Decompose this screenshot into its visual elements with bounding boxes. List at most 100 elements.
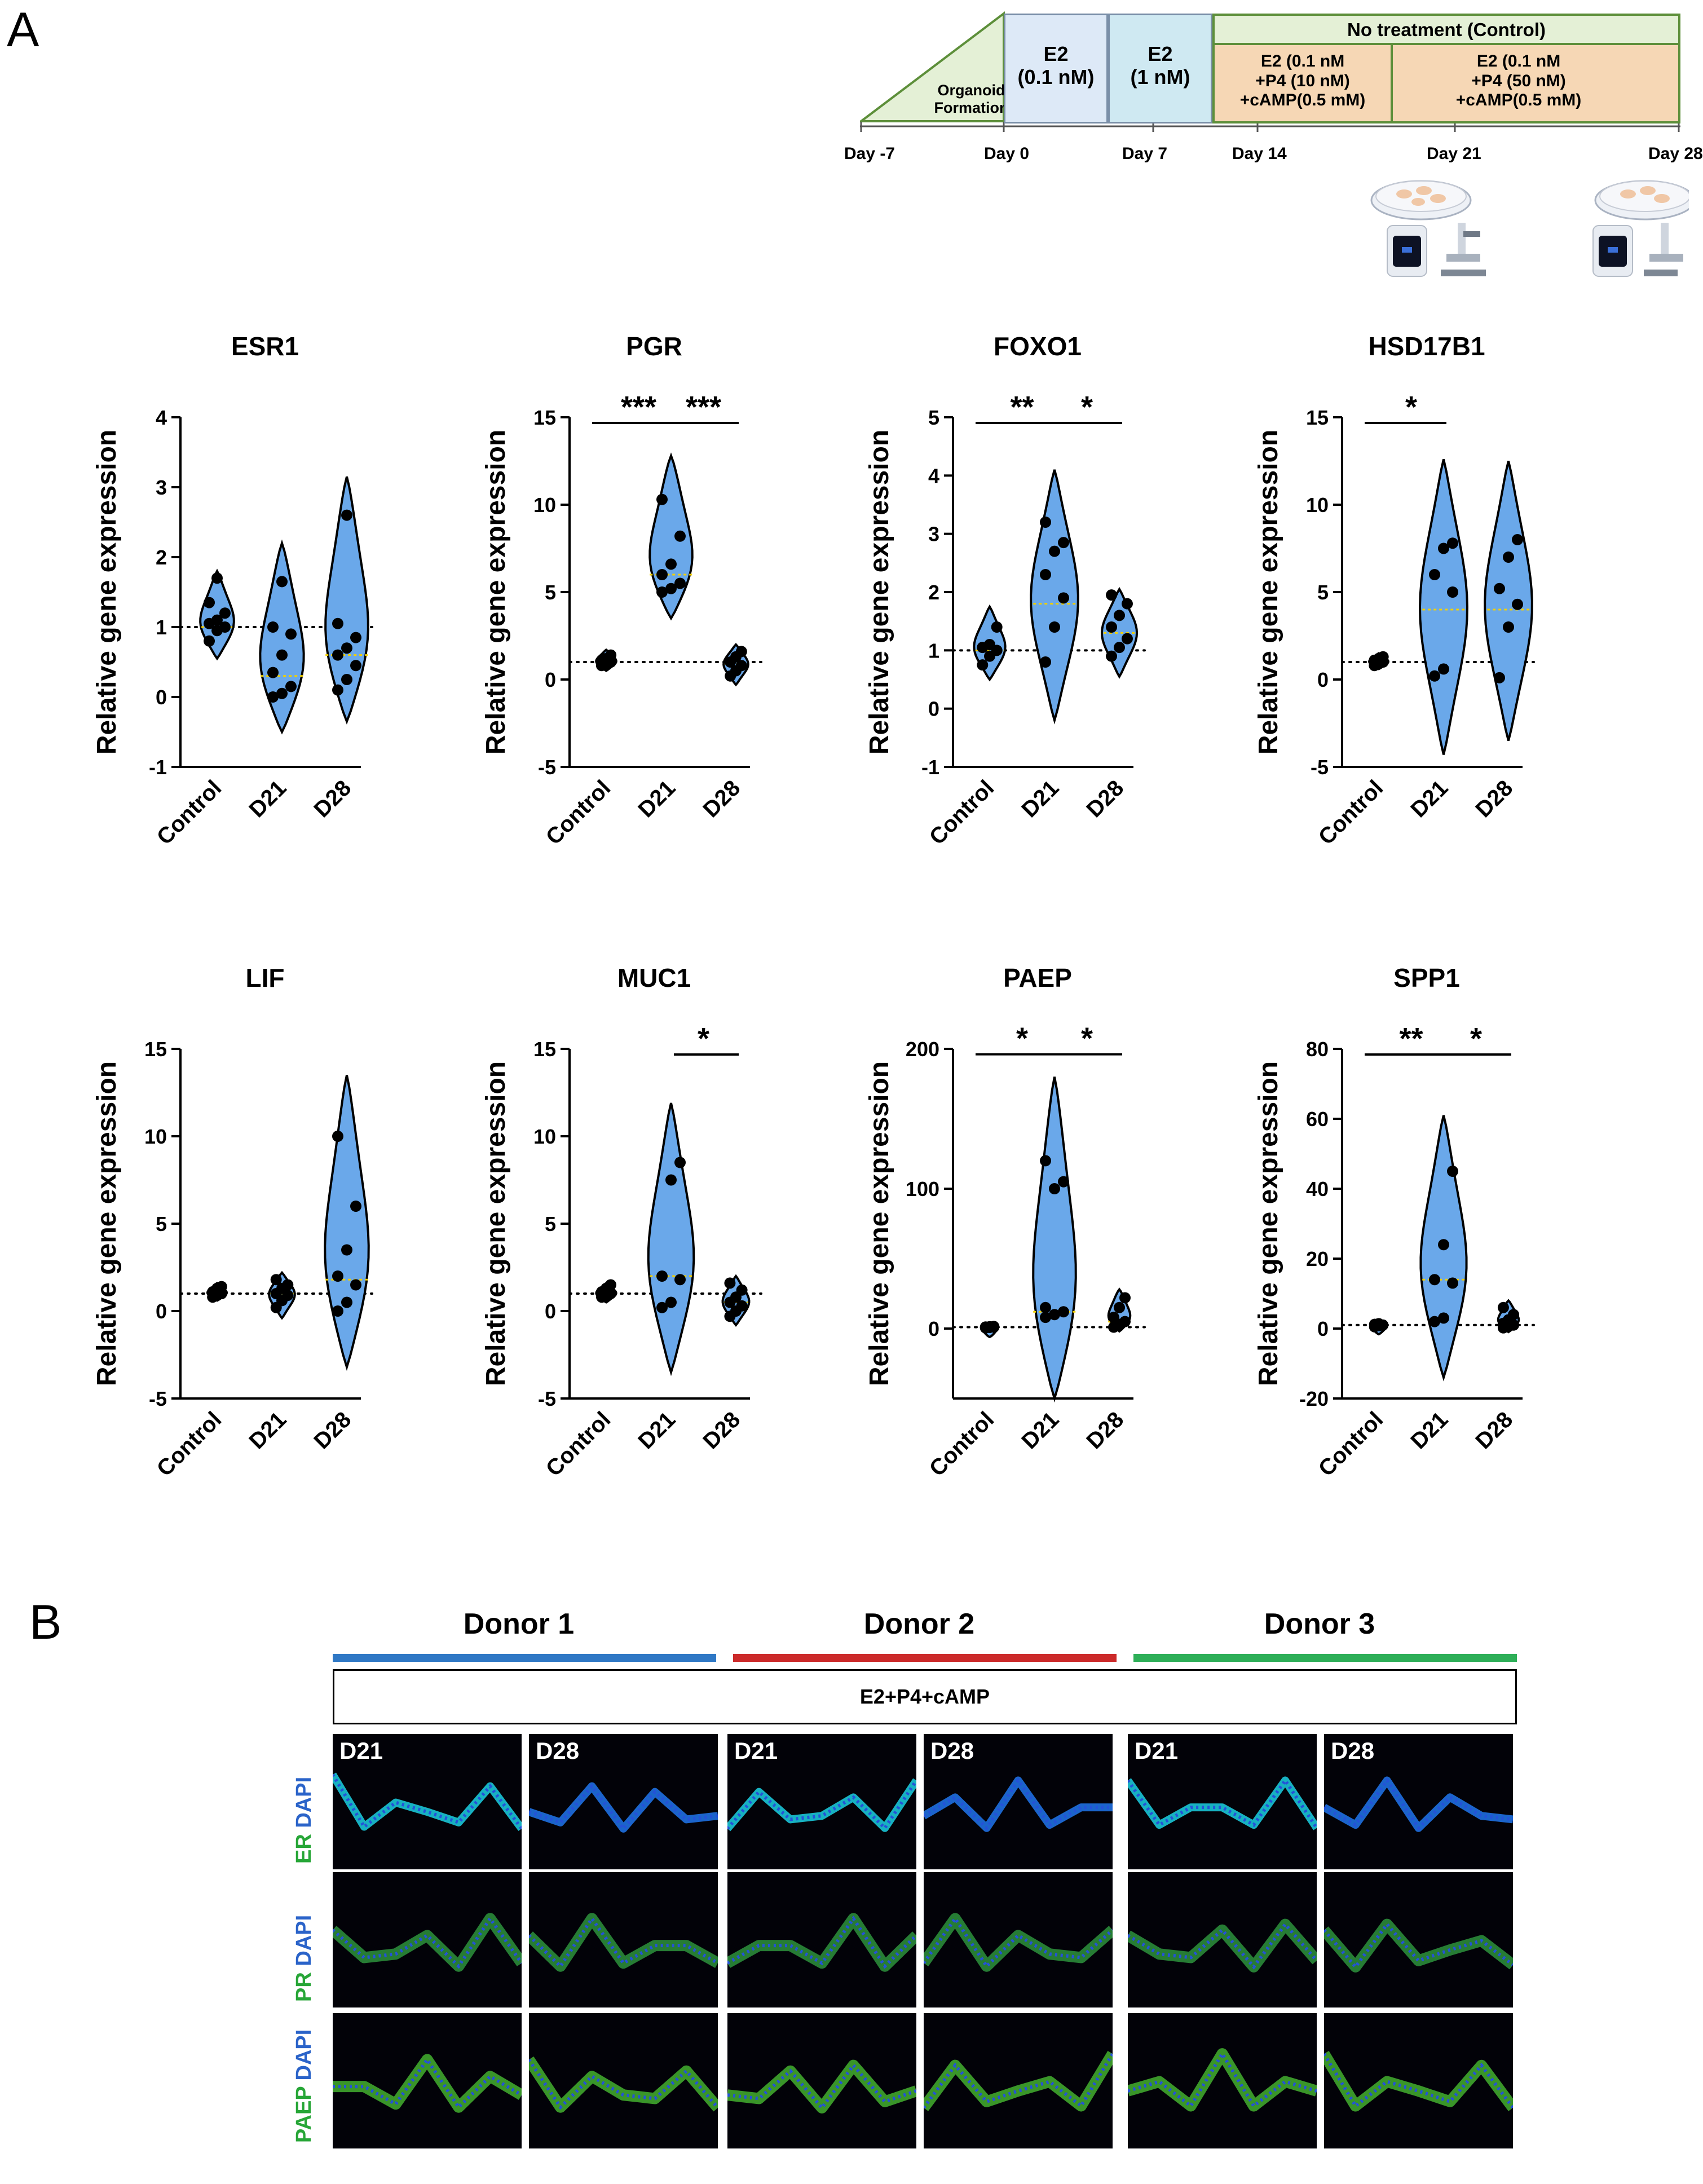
y-axis-label: Relative gene expression	[1254, 430, 1283, 755]
y-tick-label: -5	[149, 1387, 167, 1410]
treat1-line1: E2 (0.1 nM	[1260, 52, 1345, 70]
treat2-line3: +cAMP(0.5 mM)	[1455, 91, 1582, 109]
data-point	[341, 1296, 352, 1308]
micrograph	[727, 2013, 916, 2148]
y-tick-label: 5	[928, 406, 939, 429]
data-point	[1512, 598, 1523, 610]
data-point	[204, 597, 215, 608]
tissue-image	[924, 1776, 1113, 1832]
data-point	[1503, 551, 1514, 563]
data-point	[1106, 621, 1118, 633]
data-point	[276, 576, 288, 588]
data-point	[1121, 598, 1133, 610]
significance-label: *	[698, 1022, 709, 1056]
data-point	[1049, 545, 1060, 557]
y-tick-label: 10	[144, 1125, 167, 1148]
timepoint-label: D21	[734, 1737, 778, 1764]
tissue-image	[1128, 2048, 1317, 2112]
x-tick-label: Control	[1314, 775, 1388, 850]
data-point	[350, 632, 361, 643]
y-tick-label: 4	[928, 464, 939, 487]
y-tick-label: 10	[533, 493, 556, 517]
violin-shape	[1032, 1076, 1077, 1403]
y-tick-label: 1	[156, 616, 167, 639]
data-point	[735, 646, 747, 658]
day-label: Day 21	[1427, 144, 1481, 163]
chart-title: PAEP	[1003, 963, 1072, 992]
chart-title: LIF	[246, 963, 285, 992]
y-tick-label: 80	[1306, 1038, 1329, 1061]
y-tick-label: 15	[533, 1038, 556, 1061]
data-point	[724, 1277, 736, 1289]
data-point	[736, 1300, 748, 1312]
data-point	[1512, 534, 1523, 545]
violin-shape	[1030, 469, 1079, 725]
x-tick-label: Control	[541, 1407, 616, 1481]
tissue-image	[727, 1913, 916, 1972]
data-point	[1058, 537, 1069, 549]
data-point	[674, 1274, 686, 1286]
donor-label: Donor 2	[863, 1608, 975, 1640]
data-point	[656, 1270, 668, 1282]
tissue-image	[333, 1772, 522, 1832]
significance-label: *	[1405, 390, 1417, 424]
y-tick-label: 10	[533, 1125, 556, 1148]
y-tick-label: 0	[545, 1300, 556, 1323]
data-point	[1429, 569, 1440, 580]
tissue-image	[924, 1913, 1113, 1972]
data-point	[1121, 633, 1133, 645]
micrograph	[1324, 2013, 1513, 2148]
chart-title: ESR1	[231, 332, 299, 361]
y-axis-label: Relative gene expression	[92, 430, 122, 755]
violin-svg: ESR1 Relative gene expression -1 0 1 2 3 4 Contr…	[92, 332, 373, 850]
data-point	[270, 1274, 282, 1286]
data-point	[285, 681, 297, 692]
day-label: Day 7	[1122, 144, 1168, 163]
x-tick-label: D28	[698, 1407, 745, 1454]
data-point	[219, 621, 231, 633]
data-point	[1119, 1316, 1131, 1327]
y-tick-label: -1	[921, 756, 939, 779]
micrograph: D28	[529, 1734, 718, 1869]
tissue-image	[333, 2054, 522, 2113]
micrograph	[1128, 1872, 1317, 2007]
y-tick-label: 5	[156, 1212, 167, 1236]
data-point	[332, 684, 343, 696]
y-tick-label: 1	[928, 639, 939, 662]
data-point	[991, 621, 1003, 633]
x-tick-label: Control	[152, 1407, 227, 1481]
violin-chart-paep: PAEP Relative gene expression 0 100 200 Contr…	[864, 930, 1252, 1579]
y-tick-label: 15	[533, 406, 556, 429]
counterstain-label: DAPI	[292, 1914, 316, 1966]
y-tick-label: 0	[1317, 668, 1329, 691]
y-tick-label: 5	[545, 581, 556, 604]
violin-svg: SPP1 Relative gene expression -20 0 20 40 60 80…	[1254, 963, 1535, 1481]
timepoint-label: D21	[339, 1737, 383, 1764]
y-tick-label: 5	[1317, 581, 1329, 604]
data-point	[350, 660, 361, 672]
violin-svg: PGR Relative gene expression -5 0 5 10 15 Contr…	[481, 332, 762, 850]
panel-letter-a: A	[7, 3, 39, 57]
y-tick-label: -5	[1311, 756, 1329, 779]
micrograph	[924, 2013, 1113, 2148]
violin-shape	[259, 539, 305, 735]
e2-low-line2: (0.1 nM)	[1017, 65, 1095, 89]
data-point	[1058, 1176, 1069, 1188]
data-point	[1108, 1312, 1120, 1323]
data-point	[736, 1284, 748, 1296]
data-point	[341, 642, 352, 654]
data-point	[977, 659, 989, 671]
micrograph	[1324, 1872, 1513, 2007]
tissue-image	[1128, 1918, 1317, 1973]
micrograph	[924, 1872, 1113, 2007]
y-tick-label: 100	[906, 1177, 939, 1201]
data-point	[1447, 1166, 1458, 1177]
timepoint-label: D28	[536, 1737, 580, 1764]
y-tick-label: 0	[928, 1317, 939, 1340]
x-tick-label: D28	[309, 775, 356, 822]
y-axis-label: Relative gene expression	[864, 430, 894, 755]
x-tick-label: D21	[1017, 775, 1064, 822]
donor1-bar	[333, 1654, 716, 1662]
data-point	[341, 674, 352, 685]
data-point	[1503, 621, 1514, 633]
